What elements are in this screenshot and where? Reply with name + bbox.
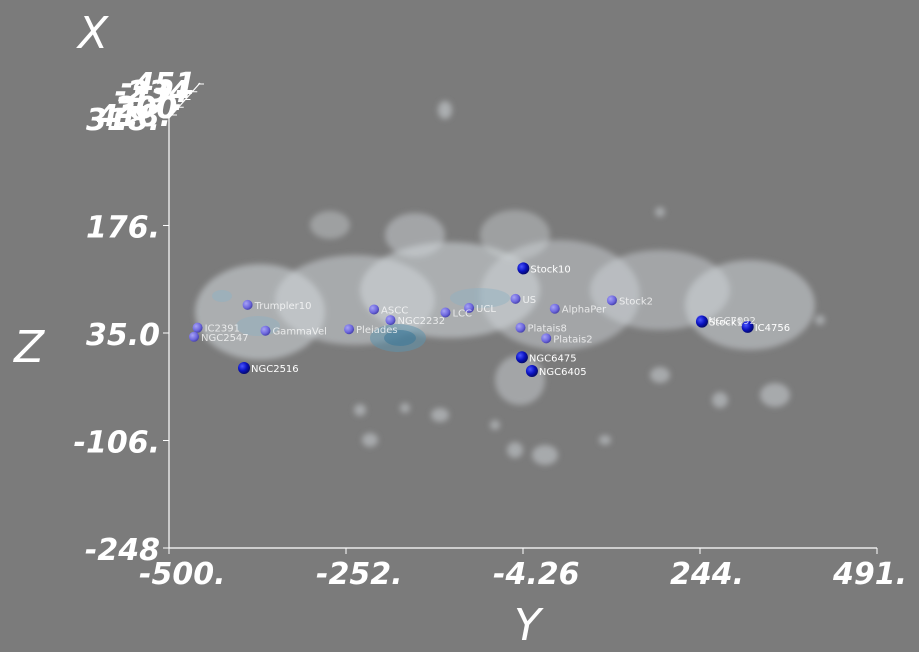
y-axis-title: Y bbox=[514, 600, 544, 651]
z-tick-label: -106. bbox=[74, 426, 160, 461]
cluster-marker bbox=[741, 320, 754, 333]
cluster-label: IC2391 bbox=[205, 324, 240, 335]
cluster-marker bbox=[189, 331, 200, 342]
depth-tick-label: 200 bbox=[115, 91, 178, 126]
cluster-label: Platais2 bbox=[553, 334, 592, 345]
cluster-label: ASCC bbox=[381, 305, 408, 316]
z-tick-label: 35.0 bbox=[86, 318, 160, 353]
cluster-label: GammaVel bbox=[272, 327, 326, 338]
cluster-label: Stock1 bbox=[709, 318, 743, 329]
cluster-marker bbox=[260, 325, 271, 336]
y-axis-tick-labels: -500. -252. -4.26 244. 491. bbox=[139, 557, 907, 592]
y-tick-label: -500. bbox=[139, 557, 225, 592]
cluster-label: Platais8 bbox=[527, 324, 566, 335]
cluster-marker bbox=[242, 299, 253, 310]
cluster-label: AlphaPer bbox=[562, 305, 607, 316]
gas-cloud bbox=[195, 101, 825, 465]
depth-axis-title: X bbox=[76, 8, 109, 59]
z-axis-tick-labels: 318. 176. 35.0 -106. -248 bbox=[74, 103, 160, 568]
z-tick-label: 318. bbox=[86, 103, 160, 138]
cluster-label: US bbox=[522, 295, 536, 306]
cluster-marker bbox=[238, 361, 251, 374]
cluster-marker bbox=[541, 333, 552, 344]
cluster-marker bbox=[369, 304, 380, 315]
x-axis-line bbox=[168, 82, 201, 119]
z-axis-title: Z bbox=[13, 322, 45, 373]
cluster-marker bbox=[510, 293, 521, 304]
cluster-label: Stock2 bbox=[619, 296, 653, 307]
cluster-marker bbox=[525, 364, 538, 377]
y-tick-label: 244. bbox=[670, 557, 744, 592]
cluster-marker bbox=[344, 324, 355, 335]
y-tick-label: 491. bbox=[832, 557, 907, 592]
cluster-markers bbox=[189, 262, 754, 377]
z-tick-label: -248 bbox=[85, 533, 160, 568]
z-tick-label: 176. bbox=[86, 211, 160, 246]
cluster-marker bbox=[192, 322, 203, 333]
cluster-label: NGC2232 bbox=[397, 316, 445, 327]
cluster-label: Pleiades bbox=[356, 325, 398, 336]
cluster-label: IC4756 bbox=[755, 323, 790, 334]
cluster-marker bbox=[606, 295, 617, 306]
cluster-marker bbox=[549, 303, 560, 314]
depth-tick-label: -234 bbox=[115, 75, 190, 110]
y-tick-label: -4.26 bbox=[493, 557, 579, 592]
depth-tick-label: -17. bbox=[118, 83, 184, 118]
cluster-label: NGC6405 bbox=[539, 367, 587, 378]
cluster-marker bbox=[515, 322, 526, 333]
cluster-label: UCL bbox=[476, 304, 496, 315]
cluster-marker bbox=[695, 315, 708, 328]
cluster-label: Trumpler10 bbox=[254, 301, 312, 312]
cluster-label: NGC6475 bbox=[529, 353, 577, 364]
cluster-marker bbox=[517, 262, 530, 275]
y-tick-label: -252. bbox=[316, 557, 402, 592]
depth-tick-label: -451 bbox=[121, 67, 196, 102]
cluster-marker bbox=[515, 351, 528, 364]
cluster-label: Stock10 bbox=[530, 264, 570, 275]
cluster-marker bbox=[464, 302, 475, 313]
cluster-label: NGC7092 bbox=[708, 316, 756, 327]
cluster-label: NGC2516 bbox=[251, 364, 299, 375]
cluster-marker bbox=[385, 315, 396, 326]
cluster-label: NGC2547 bbox=[201, 333, 249, 344]
cluster-marker bbox=[440, 307, 451, 318]
cluster-label: LCC bbox=[452, 308, 472, 319]
tick-marks bbox=[163, 83, 878, 554]
depth-tick-label: 418. bbox=[96, 99, 171, 134]
